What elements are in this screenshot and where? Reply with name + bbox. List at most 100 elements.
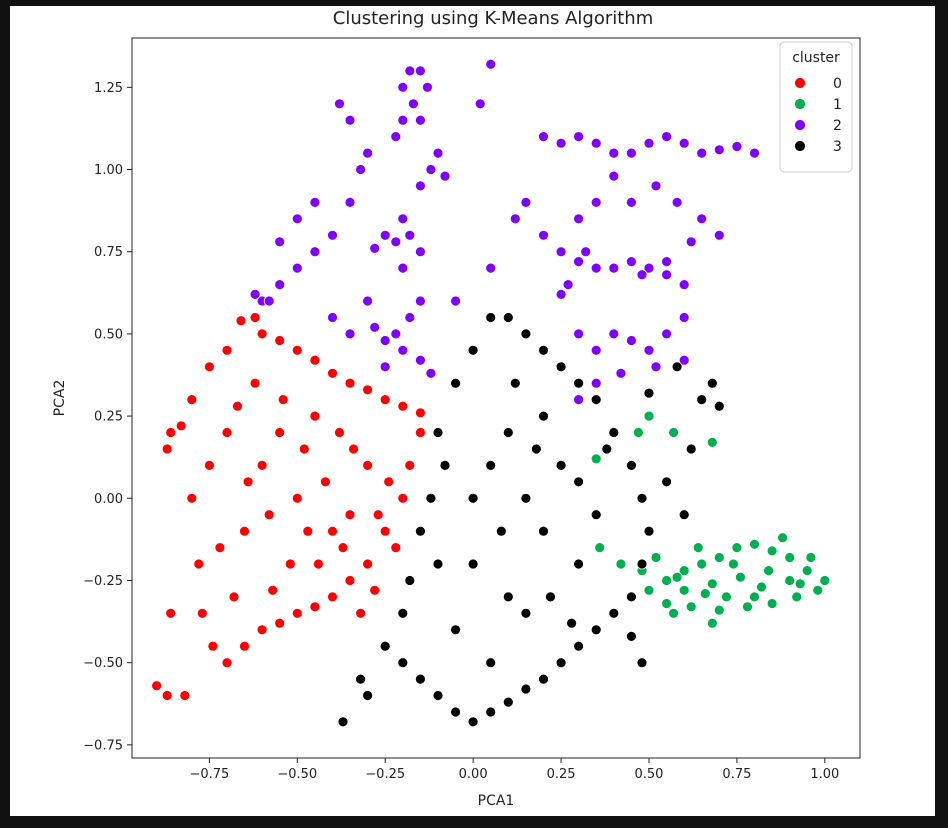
data-point-cluster-0 (214, 542, 226, 553)
legend: cluster 0 1 2 3 (779, 41, 853, 173)
data-point-cluster-2 (643, 137, 655, 149)
data-point-cluster-2 (334, 98, 345, 110)
data-point-cluster-1 (794, 578, 806, 590)
x-tick-label: 0.25 (547, 767, 576, 782)
data-point-cluster-3 (590, 624, 602, 636)
data-point-cluster-2 (414, 65, 426, 77)
data-point-cluster-3 (425, 492, 437, 504)
y-tick-label: −0.25 (83, 574, 123, 589)
data-point-cluster-1 (643, 584, 655, 596)
data-point-cluster-0 (256, 328, 268, 340)
data-point-cluster-3 (573, 377, 584, 389)
data-point-cluster-0 (284, 558, 296, 570)
data-point-cluster-3 (467, 344, 479, 356)
data-point-cluster-1 (590, 453, 602, 465)
data-point-cluster-2 (390, 131, 402, 143)
data-point-cluster-3 (355, 673, 367, 685)
scatter-plot: Clustering using K-Means Algorithm −0.75… (52, 8, 861, 809)
data-point-cluster-3 (362, 690, 374, 701)
data-point-cluster-2 (671, 196, 683, 208)
data-point-cluster-3 (531, 443, 542, 455)
data-point-cluster-3 (414, 673, 426, 685)
data-point-cluster-2 (404, 229, 416, 241)
data-point-cluster-3 (538, 673, 549, 685)
data-point-cluster-3 (608, 607, 620, 619)
data-point-cluster-2 (678, 354, 690, 366)
data-point-cluster-2 (327, 229, 338, 241)
data-point-cluster-2 (509, 213, 521, 225)
data-point-cluster-2 (291, 213, 303, 225)
data-point-cluster-0 (291, 344, 303, 356)
data-point-cluster-0 (274, 617, 286, 629)
data-point-cluster-1 (671, 571, 683, 583)
x-tick-label: −0.75 (189, 767, 229, 782)
data-point-cluster-2 (661, 131, 672, 143)
data-point-cluster-1 (706, 617, 718, 629)
data-point-cluster-0 (372, 509, 384, 521)
data-point-cluster-0 (263, 509, 275, 521)
data-point-cluster-2 (573, 213, 584, 225)
data-point-cluster-2 (615, 367, 627, 379)
data-point-cluster-2 (626, 335, 637, 346)
data-point-cluster-3 (555, 361, 567, 373)
data-point-cluster-2 (608, 170, 620, 182)
data-point-cluster-3 (626, 631, 637, 642)
data-point-cluster-2 (379, 335, 391, 346)
data-point-cluster-0 (221, 657, 233, 669)
data-point-cluster-1 (766, 598, 778, 609)
data-point-cluster-3 (502, 591, 514, 603)
y-tick-label: 0.25 (94, 410, 123, 425)
data-point-cluster-2 (414, 246, 426, 258)
data-point-cluster-0 (242, 476, 254, 488)
data-point-cluster-1 (668, 607, 679, 619)
data-point-cluster-2 (421, 81, 433, 93)
data-point-cluster-2 (590, 137, 602, 149)
data-point-cluster-2 (590, 262, 602, 274)
data-point-cluster-0 (249, 377, 261, 389)
data-point-cluster-0 (414, 407, 426, 419)
data-point-cluster-3 (520, 683, 532, 695)
data-point-cluster-2 (580, 246, 592, 258)
data-point-cluster-2 (414, 114, 426, 126)
data-point-cluster-3 (502, 696, 514, 708)
data-point-cluster-2 (590, 377, 602, 389)
data-point-cluster-1 (696, 558, 708, 570)
data-point-cluster-0 (327, 525, 338, 537)
data-point-cluster-3 (520, 607, 532, 619)
data-point-cluster-2 (362, 295, 374, 307)
data-point-cluster-2 (626, 196, 637, 208)
data-point-cluster-2 (404, 312, 416, 323)
data-point-cluster-1 (749, 538, 760, 550)
data-point-cluster-0 (161, 690, 173, 701)
y-axis-label: PCA2 (52, 380, 68, 417)
data-point-cluster-1 (735, 571, 746, 583)
legend-label-1: 1 (833, 97, 842, 113)
legend-label-3: 3 (833, 139, 842, 155)
data-point-cluster-2 (731, 141, 743, 152)
data-point-cluster-1 (650, 552, 662, 563)
data-point-cluster-3 (626, 591, 637, 603)
data-point-cluster-0 (319, 476, 331, 488)
data-point-cluster-2 (573, 328, 584, 340)
data-point-cluster-0 (221, 344, 233, 356)
data-point-cluster-0 (193, 558, 205, 570)
data-point-cluster-2 (538, 131, 549, 143)
data-point-cluster-2 (397, 213, 409, 225)
data-point-cluster-0 (291, 492, 303, 504)
data-point-cluster-1 (706, 436, 718, 448)
data-point-cluster-1 (713, 552, 725, 563)
data-point-cluster-1 (791, 591, 803, 603)
data-point-cluster-1 (801, 565, 813, 576)
data-point-cluster-1 (777, 532, 788, 544)
data-point-cluster-2 (327, 312, 338, 323)
data-point-cluster-1 (812, 584, 824, 596)
data-point-cluster-1 (692, 542, 704, 553)
data-point-cluster-0 (327, 367, 338, 379)
data-point-cluster-3 (509, 377, 521, 389)
data-point-cluster-3 (485, 657, 497, 669)
data-point-cluster-2 (643, 262, 655, 274)
data-point-cluster-1 (678, 584, 690, 596)
y-ticks: −0.75 −0.50 −0.25 0.00 0.25 0.50 0.75 1.00 1.25 (83, 81, 132, 753)
x-tick-label: 1.00 (810, 767, 839, 782)
data-point-cluster-0 (203, 459, 215, 471)
